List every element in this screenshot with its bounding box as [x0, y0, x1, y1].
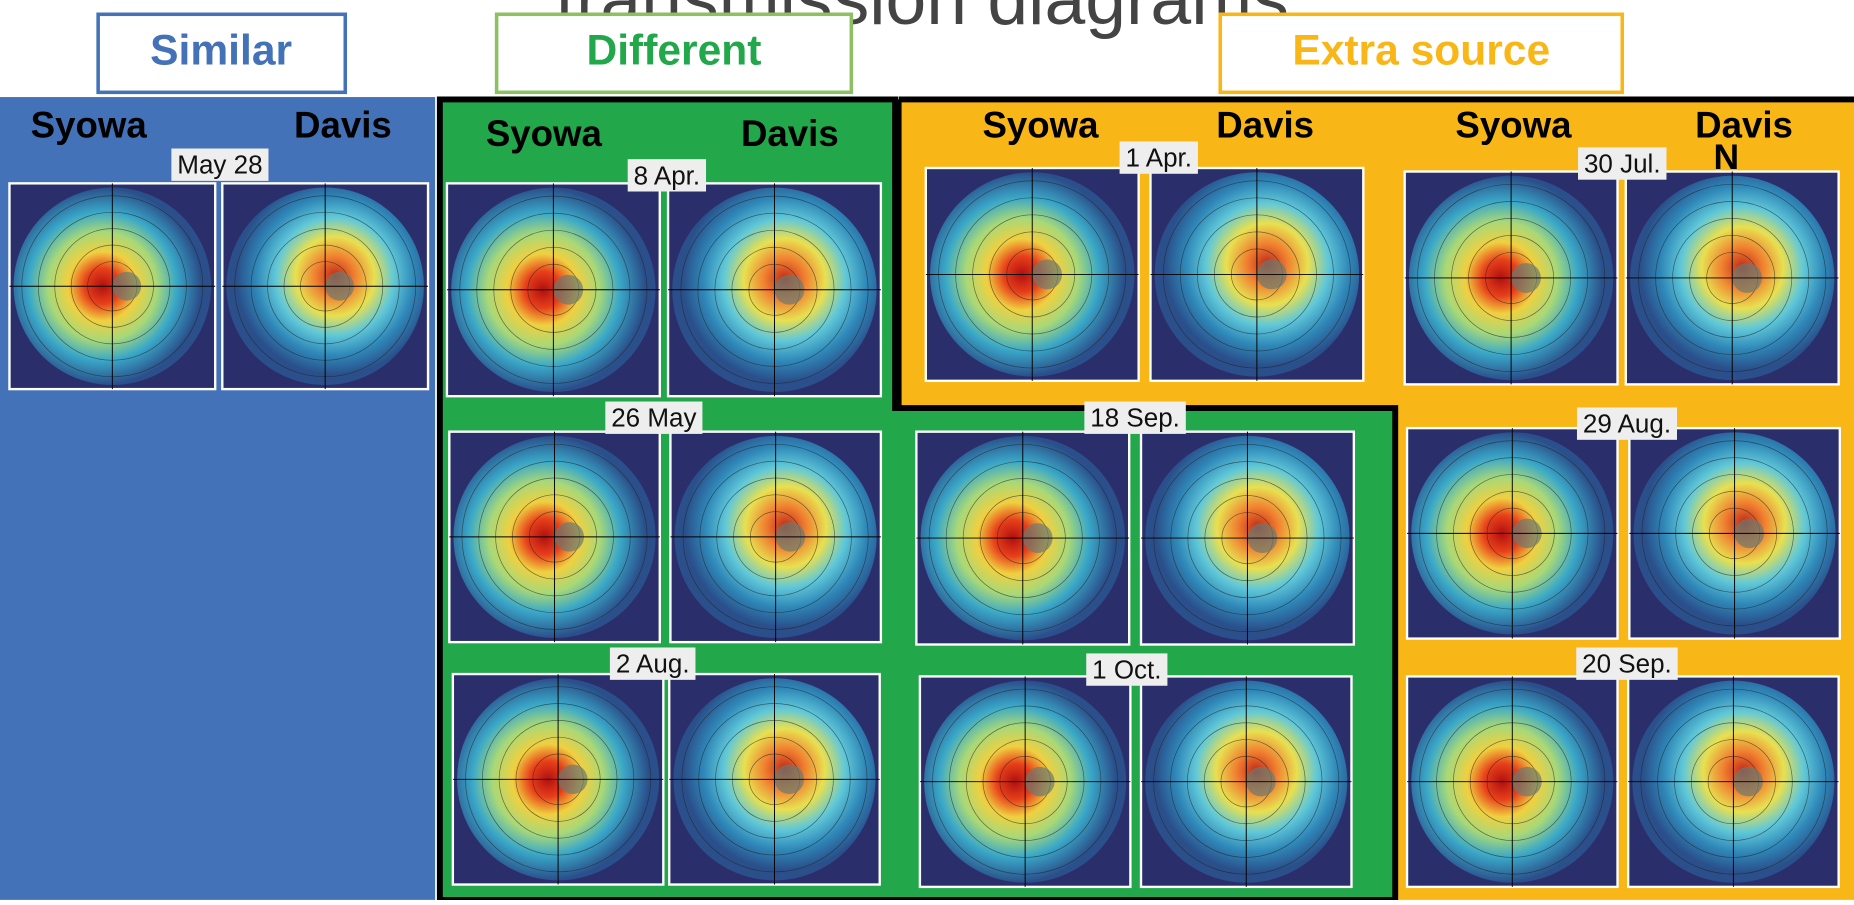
date-box — [605, 401, 703, 434]
date-box — [1576, 407, 1677, 440]
transmission-plot — [1624, 170, 1840, 386]
station-label: Syowa — [31, 104, 148, 145]
date-label: 1 Apr. — [1126, 143, 1193, 173]
transmission-plot — [451, 672, 665, 886]
transmission-plot — [445, 182, 661, 398]
transmission-plot — [8, 182, 217, 391]
date-box — [609, 647, 696, 680]
date-box — [171, 148, 269, 181]
date-box — [1086, 653, 1168, 686]
date-box — [1119, 141, 1198, 174]
date-box — [627, 159, 707, 192]
station-label: Syowa — [982, 104, 1099, 145]
station-label: Davis — [294, 104, 392, 145]
transmission-plot — [221, 182, 430, 391]
date-label: 8 Apr. — [634, 160, 701, 190]
transmission-plot — [918, 675, 1132, 889]
transmission-plot — [669, 430, 883, 644]
date-label: 18 Sep. — [1090, 403, 1180, 433]
transmission-plot — [666, 182, 883, 398]
station-label: Davis — [741, 113, 839, 154]
transmission-plot — [668, 672, 881, 886]
category-label: Similar — [150, 27, 292, 75]
transmission-plot — [1403, 170, 1619, 386]
date-label: 30 Jul. — [1584, 149, 1661, 179]
category-box — [1218, 12, 1625, 95]
date-label: 20 Sep. — [1582, 649, 1672, 679]
transmission-plot — [1405, 675, 1619, 889]
date-label: 26 May — [611, 403, 696, 433]
transmission-plot — [1405, 426, 1619, 640]
station-label: Davis — [1216, 104, 1314, 145]
transmission-plot — [1626, 675, 1840, 889]
transmission-plot — [448, 430, 661, 644]
date-box — [1578, 147, 1667, 180]
category-box — [494, 12, 854, 95]
date-label: 2 Aug. — [616, 649, 690, 679]
station-label: Syowa — [486, 113, 603, 154]
transmission-plot — [1139, 430, 1356, 646]
station-label: Syowa — [1455, 104, 1572, 145]
category-label: Different — [586, 27, 761, 75]
transmission-plot — [1139, 675, 1353, 889]
transmission-plot — [915, 430, 1131, 646]
transmission-plot — [1149, 166, 1365, 383]
station-label: Davis — [1695, 104, 1793, 145]
date-label: 29 Aug. — [1583, 409, 1671, 439]
transmission-plot — [924, 166, 1140, 383]
category-label: Extra source — [1292, 27, 1550, 75]
category-box — [96, 12, 348, 95]
date-label: May 28 — [177, 150, 262, 180]
date-box — [1576, 647, 1678, 680]
transmission-plot — [1628, 426, 1841, 640]
date-label: 1 Oct. — [1092, 655, 1161, 685]
date-box — [1084, 401, 1186, 434]
